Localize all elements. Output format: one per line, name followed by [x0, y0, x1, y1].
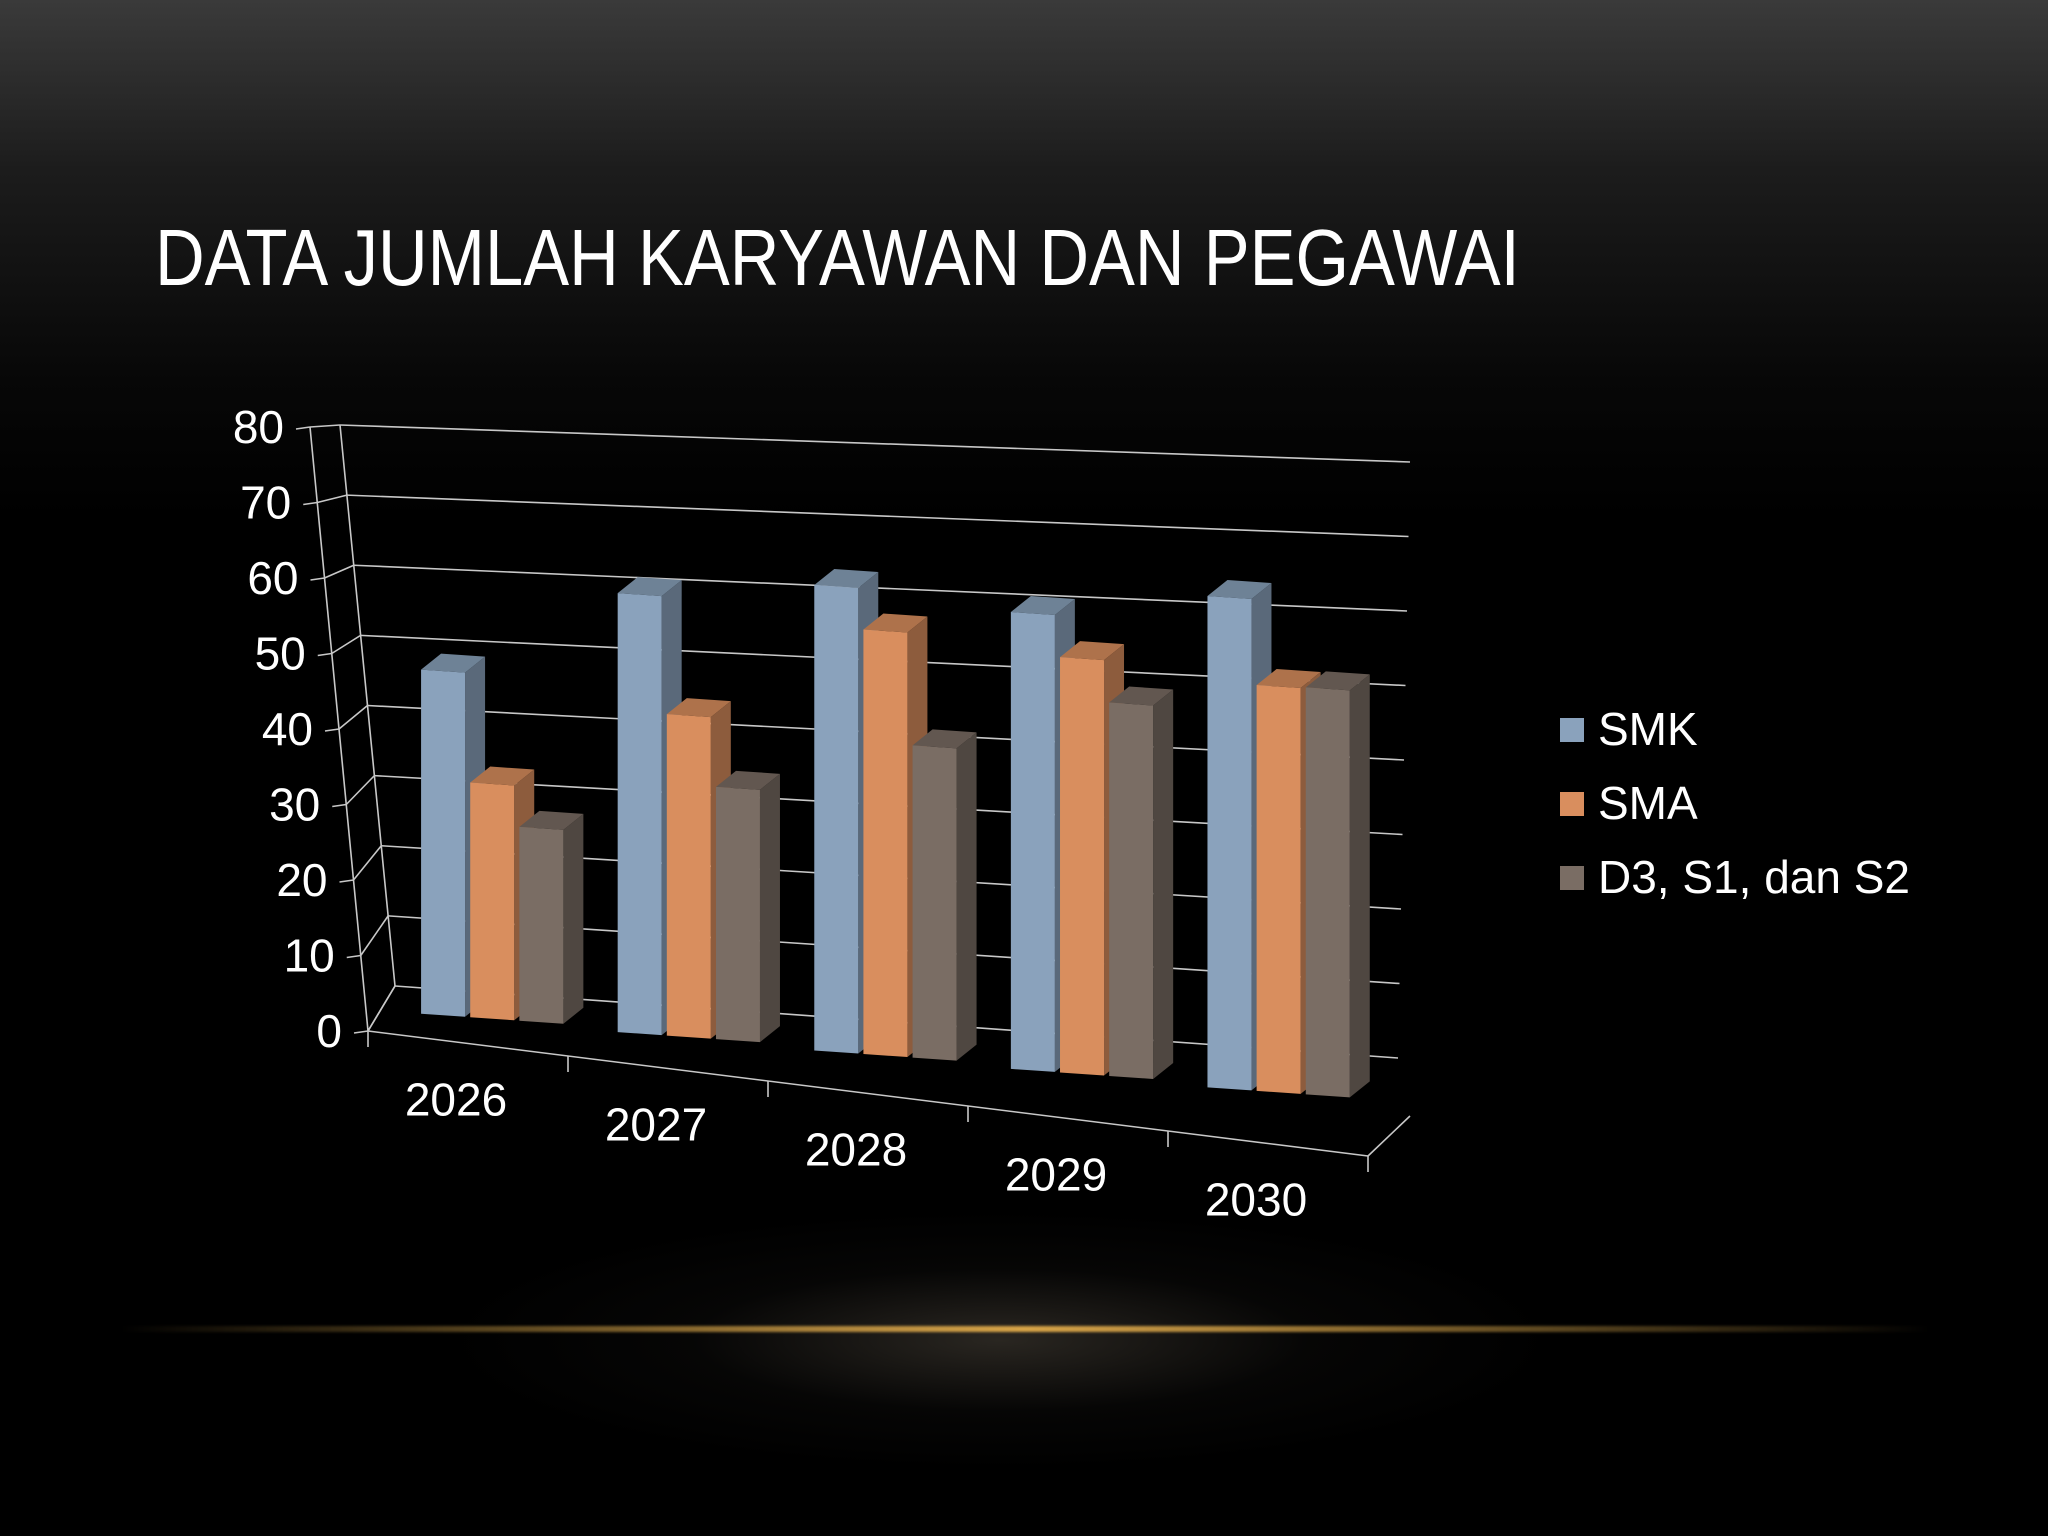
bar-side-face: [759, 773, 780, 1043]
y-tick-label: 80: [233, 401, 284, 453]
y-tick-mark: [332, 803, 347, 808]
bar-side-face: [1349, 674, 1370, 1098]
side-gridline: [345, 775, 375, 806]
bar-side-face: [563, 813, 584, 1024]
bar-top-face: [912, 729, 977, 749]
bar-d3-s1-dan-s2-2026: [519, 810, 584, 1024]
y-tick-mark: [303, 501, 318, 506]
y-tick-mark: [324, 728, 340, 732]
y-tick-mark: [339, 879, 354, 883]
bar-top-face: [1305, 671, 1370, 691]
legend-item: SMA: [1560, 777, 1698, 829]
bar-top-face: [863, 613, 928, 633]
side-gridline: [338, 704, 369, 730]
legend-label: SMK: [1598, 703, 1698, 755]
y-tick-mark: [317, 652, 332, 657]
legend-label: D3, S1, dan S2: [1598, 851, 1910, 903]
y-tick-label: 20: [276, 854, 327, 906]
bar-front-face: [1207, 595, 1252, 1091]
bar-side-face: [956, 732, 977, 1061]
bar-top-face: [1060, 641, 1125, 661]
x-tick-label: 2026: [405, 1074, 507, 1126]
y-tick-label: 60: [247, 552, 298, 604]
slide-title: DATA JUMLAH KARYAWAN DAN PEGAWAI: [155, 213, 1520, 302]
x-tick-label: 2028: [805, 1124, 907, 1176]
bar-top-face: [519, 810, 584, 830]
x-tick-label: 2027: [605, 1099, 707, 1151]
y-tick-mark: [310, 577, 325, 581]
side-gridline: [331, 634, 362, 655]
bar-d3-s1-dan-s2-2028: [912, 729, 977, 1061]
y-tick-label: 10: [284, 930, 335, 982]
legend-swatch: [1560, 792, 1584, 816]
y-tick-label: 50: [255, 628, 306, 680]
bar-top-face: [1109, 686, 1174, 706]
bar-d3-s1-dan-s2-2030: [1305, 671, 1370, 1098]
x-axis-labels: 2026 2027 2028 2029 2030: [367, 1031, 1369, 1226]
y-tick-label: 0: [316, 1005, 342, 1057]
bar-top-face: [1256, 669, 1321, 689]
bar-front-face: [1010, 611, 1055, 1072]
floor-left-edge: [367, 985, 396, 1032]
bar-top-face: [1010, 595, 1075, 615]
legend-label: SMA: [1598, 777, 1698, 829]
y-tick-label: 40: [262, 703, 313, 755]
bar-top-face: [617, 577, 682, 597]
bar-top-face: [421, 653, 486, 673]
y-tick-mark: [346, 954, 361, 959]
back-gridline: [339, 424, 1411, 463]
bar-d3-s1-dan-s2-2029: [1109, 686, 1174, 1079]
legend-swatch: [1560, 718, 1584, 742]
x-tick-label: 2030: [1205, 1174, 1307, 1226]
bars: [421, 568, 1370, 1098]
side-gridline: [309, 424, 341, 428]
bar-front-face: [814, 584, 859, 1054]
legend: SMK SMA D3, S1, dan S2: [1560, 703, 1910, 903]
bar-top-face: [814, 568, 879, 588]
bar-side-face: [1153, 689, 1174, 1079]
decorative-gold-line: [120, 1326, 1930, 1332]
bar-front-face: [912, 745, 957, 1061]
bar-front-face: [470, 782, 515, 1021]
side-gridline: [324, 564, 355, 579]
floor-right-edge: [1367, 1115, 1411, 1157]
bar-front-face: [519, 826, 564, 1024]
y-tick-mark: [295, 426, 311, 430]
bar-d3-s1-dan-s2-2027: [715, 770, 780, 1043]
bar-front-face: [1256, 685, 1301, 1094]
y-tick-label: 70: [240, 477, 291, 529]
bar-front-face: [1305, 687, 1350, 1098]
side-gridline: [317, 494, 348, 504]
y-tick-label: 30: [269, 779, 320, 831]
bar-front-face: [617, 593, 662, 1036]
side-gridline: [360, 915, 389, 956]
bar-top-face: [1207, 579, 1272, 599]
bar-front-face: [421, 669, 466, 1017]
side-gridline: [352, 845, 382, 881]
y-tick-mark: [353, 1030, 369, 1034]
back-gridline: [346, 494, 1409, 538]
legend-swatch: [1560, 866, 1584, 890]
bar-front-face: [1109, 702, 1154, 1079]
y-axis-line: [309, 426, 369, 1032]
bar-front-face: [1060, 657, 1105, 1076]
bar-top-face: [715, 770, 780, 790]
bar-front-face: [863, 629, 908, 1058]
x-axis-line: [367, 1030, 1369, 1157]
bar-top-face: [666, 698, 731, 718]
y-tick-labels: 0 10 20 30 40 50 60 70 80: [233, 401, 342, 1057]
legend-item: SMK: [1560, 703, 1698, 755]
legend-item: D3, S1, dan S2: [1560, 851, 1910, 903]
bar-front-face: [715, 786, 760, 1043]
bar-front-face: [666, 714, 711, 1039]
x-tick-label: 2029: [1005, 1149, 1107, 1201]
bar-top-face: [470, 766, 535, 786]
back-corner-line: [339, 424, 396, 987]
